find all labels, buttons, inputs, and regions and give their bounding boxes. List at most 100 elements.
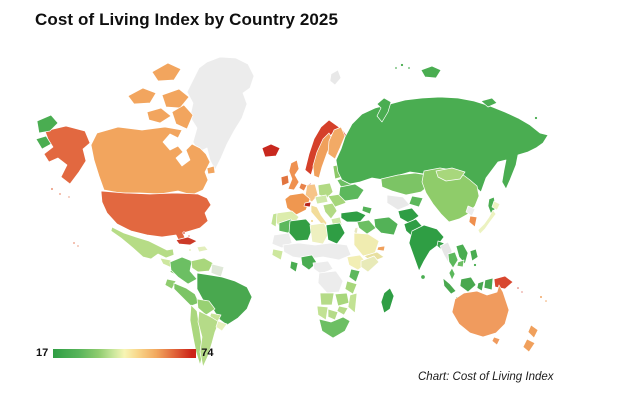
country-russia-chukotka bbox=[36, 114, 59, 134]
philippines-mindanao bbox=[473, 263, 477, 267]
country-greenland bbox=[186, 56, 255, 171]
country-ukraine bbox=[338, 183, 365, 202]
country-zimbabwe bbox=[336, 305, 349, 316]
country-mexico bbox=[110, 226, 175, 260]
indonesia-borneo bbox=[459, 276, 477, 293]
country-sri-lanka bbox=[420, 274, 426, 280]
country-caucasus bbox=[361, 205, 373, 215]
country-ecuador bbox=[164, 278, 177, 290]
country-botswana bbox=[327, 308, 339, 321]
bahamas-island bbox=[187, 234, 191, 238]
country-turkey bbox=[340, 210, 367, 223]
legend-max-label: 74 bbox=[201, 347, 214, 359]
country-france bbox=[284, 192, 311, 216]
country-italy bbox=[310, 204, 328, 228]
country-south-africa bbox=[318, 316, 351, 339]
indonesia-sumatra bbox=[442, 277, 457, 295]
country-hispaniola bbox=[196, 245, 209, 253]
italy-sardinia bbox=[310, 219, 314, 223]
country-tanzania bbox=[344, 280, 358, 295]
country-canada-island bbox=[127, 87, 157, 105]
country-canada bbox=[90, 126, 211, 196]
usa-aleutian-island bbox=[67, 195, 71, 199]
country-papua-new-guinea bbox=[493, 275, 514, 290]
country-australia bbox=[451, 284, 510, 338]
legend-gradient-bar bbox=[53, 348, 197, 358]
country-balkans bbox=[322, 202, 338, 220]
usa-aleutian-island bbox=[58, 192, 62, 196]
region-sahel-belt bbox=[282, 242, 352, 261]
country-thailand bbox=[447, 251, 459, 269]
bahamas-island bbox=[182, 231, 186, 235]
country-nigeria bbox=[300, 254, 318, 271]
country-egypt bbox=[325, 222, 346, 245]
country-finland bbox=[327, 126, 346, 160]
country-czech-austria bbox=[314, 194, 329, 205]
country-uk bbox=[287, 159, 300, 191]
country-somalia bbox=[360, 255, 380, 273]
russia-wrangel bbox=[534, 116, 538, 120]
country-drc bbox=[317, 270, 344, 294]
country-svalbard bbox=[329, 69, 342, 86]
russia-severnaya-zemlya bbox=[420, 65, 442, 79]
country-russia-chukotka bbox=[35, 135, 52, 150]
country-portugal bbox=[270, 212, 278, 228]
country-argentina bbox=[197, 310, 220, 368]
country-cuba bbox=[175, 236, 198, 246]
country-canada-island bbox=[161, 88, 190, 109]
country-guyanas bbox=[210, 263, 225, 278]
pacific-island bbox=[544, 299, 548, 303]
country-canada-island bbox=[146, 107, 172, 124]
country-cambodia bbox=[456, 259, 465, 268]
solomon-island bbox=[516, 286, 520, 290]
pacific-island bbox=[539, 295, 543, 299]
country-iran bbox=[373, 216, 399, 236]
chart-title: Cost of Living Index by Country 2025 bbox=[35, 10, 339, 29]
country-japan-hokkaido bbox=[491, 200, 501, 211]
country-kenya bbox=[348, 268, 361, 283]
country-switzerland bbox=[303, 201, 312, 208]
country-usa bbox=[100, 190, 212, 246]
country-malaysia bbox=[448, 267, 456, 281]
australia-tasmania bbox=[491, 336, 501, 346]
country-japan-honshu bbox=[477, 209, 497, 235]
indonesia-west-papua bbox=[483, 277, 494, 291]
country-kyrgyzstan-tajikistan bbox=[408, 195, 424, 208]
country-mozambique bbox=[347, 292, 358, 314]
country-new-zealand-south bbox=[522, 338, 536, 353]
country-cameroon-car bbox=[312, 260, 334, 275]
country-canada-island bbox=[151, 62, 182, 82]
country-uae bbox=[376, 245, 386, 252]
country-south-korea bbox=[468, 215, 478, 228]
country-venezuela bbox=[190, 257, 214, 273]
country-russia bbox=[335, 96, 549, 193]
country-libya bbox=[309, 222, 330, 245]
country-angola bbox=[319, 292, 335, 306]
country-madagascar bbox=[380, 287, 395, 314]
country-peru bbox=[173, 282, 200, 307]
country-syria-iraq bbox=[356, 219, 377, 235]
country-jamaica bbox=[188, 248, 192, 252]
country-namibia bbox=[316, 305, 329, 321]
country-algeria bbox=[288, 218, 314, 242]
country-canada-island bbox=[171, 104, 194, 130]
usa-hawaii bbox=[76, 244, 80, 248]
attribution: Chart: Cost of Living Index bbox=[418, 371, 554, 383]
country-canada-newfoundland bbox=[206, 165, 216, 175]
country-bolivia bbox=[196, 298, 216, 316]
russia-novaya-zemlya bbox=[376, 97, 392, 123]
country-india bbox=[408, 224, 445, 272]
country-vietnam-laos bbox=[455, 243, 469, 265]
country-usa-alaska bbox=[43, 125, 91, 185]
russia-franz-josef bbox=[407, 66, 411, 70]
country-senegal-guinea bbox=[271, 248, 284, 261]
country-benelux bbox=[298, 182, 308, 192]
country-uruguay bbox=[215, 320, 228, 332]
indonesia-sulawesi bbox=[476, 280, 485, 292]
country-philippines bbox=[469, 248, 479, 262]
russia-new-siberian-islands bbox=[480, 97, 498, 108]
russia-franz-josef bbox=[400, 63, 404, 67]
country-iceland bbox=[261, 143, 281, 158]
country-zambia bbox=[334, 292, 350, 307]
